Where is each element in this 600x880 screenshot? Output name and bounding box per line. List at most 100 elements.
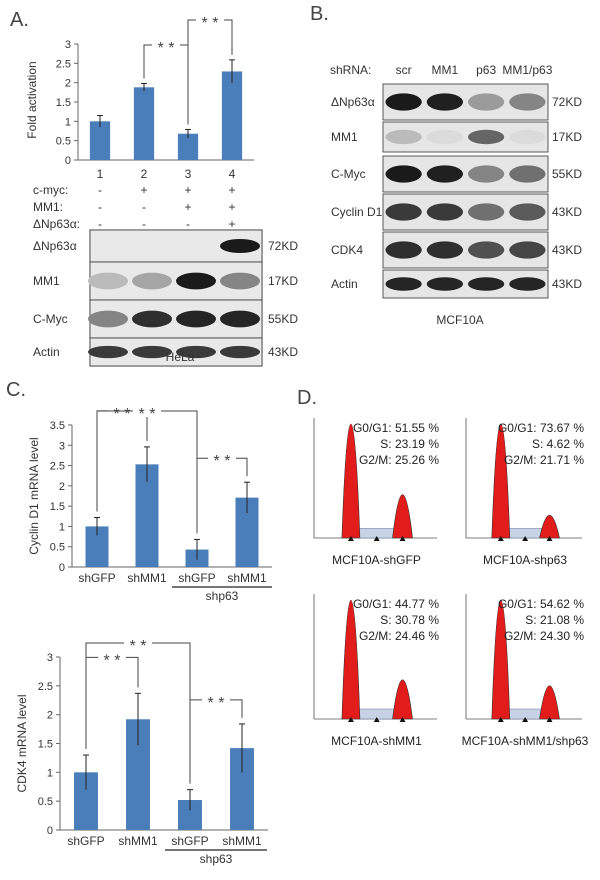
panel-c-chart1-ytick-label: 2 (47, 710, 53, 722)
panel-b-blot-band (509, 165, 546, 183)
panel-a-bar (133, 87, 155, 160)
panel-b-blot-band (467, 129, 505, 145)
panel-c-chart0-xtick-label: shMM1 (127, 571, 167, 585)
panel-d-hist2: G0/G1: 44.77 % S: 30.78 % G2/M: 24.46 % MCF… (313, 594, 439, 748)
panel-c-chart1-ytick-label: 1 (47, 767, 53, 779)
panel-a-condition-mark: - (186, 217, 190, 231)
panel-c-chart0-significance-gap (133, 405, 161, 417)
panel-c-chart0-significance-gap (208, 452, 236, 465)
panel-a-xtick-label: 3 (185, 167, 192, 181)
panel-a-condition-mark: + (184, 200, 191, 214)
panel-b-cell-line: MCF10A (436, 313, 483, 327)
panel-a-blot-band (132, 310, 172, 328)
panel-d-hist0-s-phase (356, 528, 395, 539)
panel-d-hist0-gate-marker (399, 536, 406, 541)
panel-c-chart0-ytick-label: 3.5 (50, 420, 65, 432)
panel-b: B. shRNA: scr MM1 p63 MM1/p63 ΔNp63α 72KD MM1… (310, 3, 582, 327)
panel-c-chart0-ytick-label: 1 (59, 521, 65, 533)
panel-c-chart1-significance-gap (202, 693, 230, 706)
panel-d-hist3-g1-peak (491, 599, 511, 720)
panel-d-hist0-g1-peak (341, 423, 361, 539)
panel-d-hist2-name: MCF10A-shMM1 (331, 734, 422, 748)
panel-d-hist1-g2m: G2/M: 21.71 % (504, 453, 584, 467)
panel-d-hist3-s: S: 21.08 % (525, 613, 584, 627)
panel-a-ytick-label: 2 (65, 78, 71, 90)
panel-d-hist2-gate-marker (347, 717, 354, 722)
panel-d-hist1-s-phase (506, 528, 542, 539)
panel-a-bar (89, 121, 111, 160)
panel-c-chart1-bar (178, 800, 202, 830)
panel-a-blot-row-label: ΔNp63α (33, 239, 77, 253)
panel-a-letter: A. (10, 9, 29, 31)
panel-a-blot-band (176, 272, 216, 290)
panel-b-lane-label: MM1 (432, 63, 459, 77)
panel-a-blot-band (176, 345, 216, 359)
panel-c-chart1-bar (230, 748, 254, 830)
panel-b-blot-size-label: 72KD (552, 95, 582, 109)
panel-a-condition-mark: - (142, 200, 146, 214)
panel-d-hist1-g0g1: G0/G1: 73.67 % (498, 421, 584, 435)
panel-d-hist3-g2-peak (539, 685, 560, 720)
panel-a-ytick-label: 0.5 (56, 136, 71, 148)
panel-a-condition-mark: + (228, 200, 235, 214)
panel-a-blot-row-label: Actin (33, 345, 60, 359)
panel-b-blot-row-label: Actin (331, 277, 358, 291)
panel-a-blot-row-label: MM1 (33, 274, 60, 288)
panel-c-chart1-ytick-label: 2.5 (38, 681, 53, 693)
panel-b-blot-row-label: CDK4 (331, 243, 363, 257)
panel-c-chart0-xtick-label: shGFP (178, 571, 215, 585)
panel-a-blot-band (88, 310, 128, 328)
panel-b-blot-band (467, 277, 505, 291)
panel-c-chart1-ytick-label: 1.5 (38, 739, 53, 751)
panel-c-chart1-xtick-label: shMM1 (222, 834, 262, 848)
panel-b-blot-band (426, 129, 464, 145)
panel-a-blot-band (132, 345, 172, 359)
panel-a-cell-line: HeLa (166, 350, 195, 364)
panel-b-blot-band (509, 93, 546, 111)
panel-d-hist2-s: S: 30.78 % (380, 613, 439, 627)
panel-b-blot-band (467, 93, 505, 111)
panel-a-xtick-label: 2 (141, 167, 148, 181)
panel-d-hist2-gate-marker (399, 717, 406, 722)
panel-d-hist2-g0g1: G0/G1: 44.77 % (353, 597, 439, 611)
panel-b-blot-band (385, 241, 422, 259)
panel-d-hist0-g2m: G2/M: 25.26 % (359, 453, 439, 467)
panel-b-blot-size-label: 43KD (552, 243, 582, 257)
panel-c-chart0-ytick-label: 3 (59, 440, 65, 452)
panel-a-blot-band (220, 310, 260, 328)
panel-c-chart0-group-label: shp63 (206, 589, 239, 603)
panel-b-blot-band (385, 165, 422, 183)
panel-a-condition-mark: + (184, 183, 191, 197)
panel-d-hist3-s-phase (506, 708, 542, 720)
panel-b-lane-label: scr (396, 63, 412, 77)
panel-a-blot-band (176, 310, 216, 328)
panel-d-hist1: G0/G1: 73.67 % S: 4.62 % G2/M: 21.71 % MCF1… (465, 418, 584, 567)
panel-b-blot-band (509, 277, 546, 291)
panel-c-chart1-significance-gap (124, 637, 152, 649)
panel-d-hist3-gate-marker (497, 717, 504, 722)
panel-b-blot-row-label: ΔNp63α (331, 95, 375, 109)
panel-a-blot-size-label: 17KD (268, 274, 298, 288)
panel-b-blot-band (467, 165, 505, 183)
panel-c-chart0-bar (235, 497, 259, 567)
panel-d-hist1-g1-peak (491, 423, 511, 539)
panel-d-hist2-g2m: G2/M: 24.46 % (359, 629, 439, 643)
panel-a-significance-gap (152, 39, 180, 51)
panel-d-hist2-g1-peak (341, 599, 361, 720)
panel-b-letter: B. (310, 3, 329, 25)
panel-b-blot-size-label: 17KD (552, 130, 582, 144)
panel-c-chart1-ylabel: CDK4 mRNA level (15, 694, 29, 792)
panel-b-blot-row-label: Cyclin D1 (331, 205, 383, 219)
panel-d-hist3-gate-marker (546, 717, 553, 722)
panel-d-hist2-g2-peak (392, 679, 413, 720)
panel-b-blot-band (426, 165, 464, 183)
panel-b-blot-row-label: MM1 (331, 130, 358, 144)
panel-c-chart1-bar (126, 719, 150, 830)
panel-d-letter: D. (297, 387, 317, 409)
panel-c-chart1-bar (74, 772, 98, 830)
panel-a-blot-band (220, 272, 260, 290)
panel-b-blot-band (426, 93, 464, 111)
panel-b-lane-label: p63 (476, 63, 496, 77)
panel-c-chart0-significance-label: * * (139, 406, 156, 423)
panel-c-chart0-ytick-label: 2.5 (50, 461, 65, 473)
